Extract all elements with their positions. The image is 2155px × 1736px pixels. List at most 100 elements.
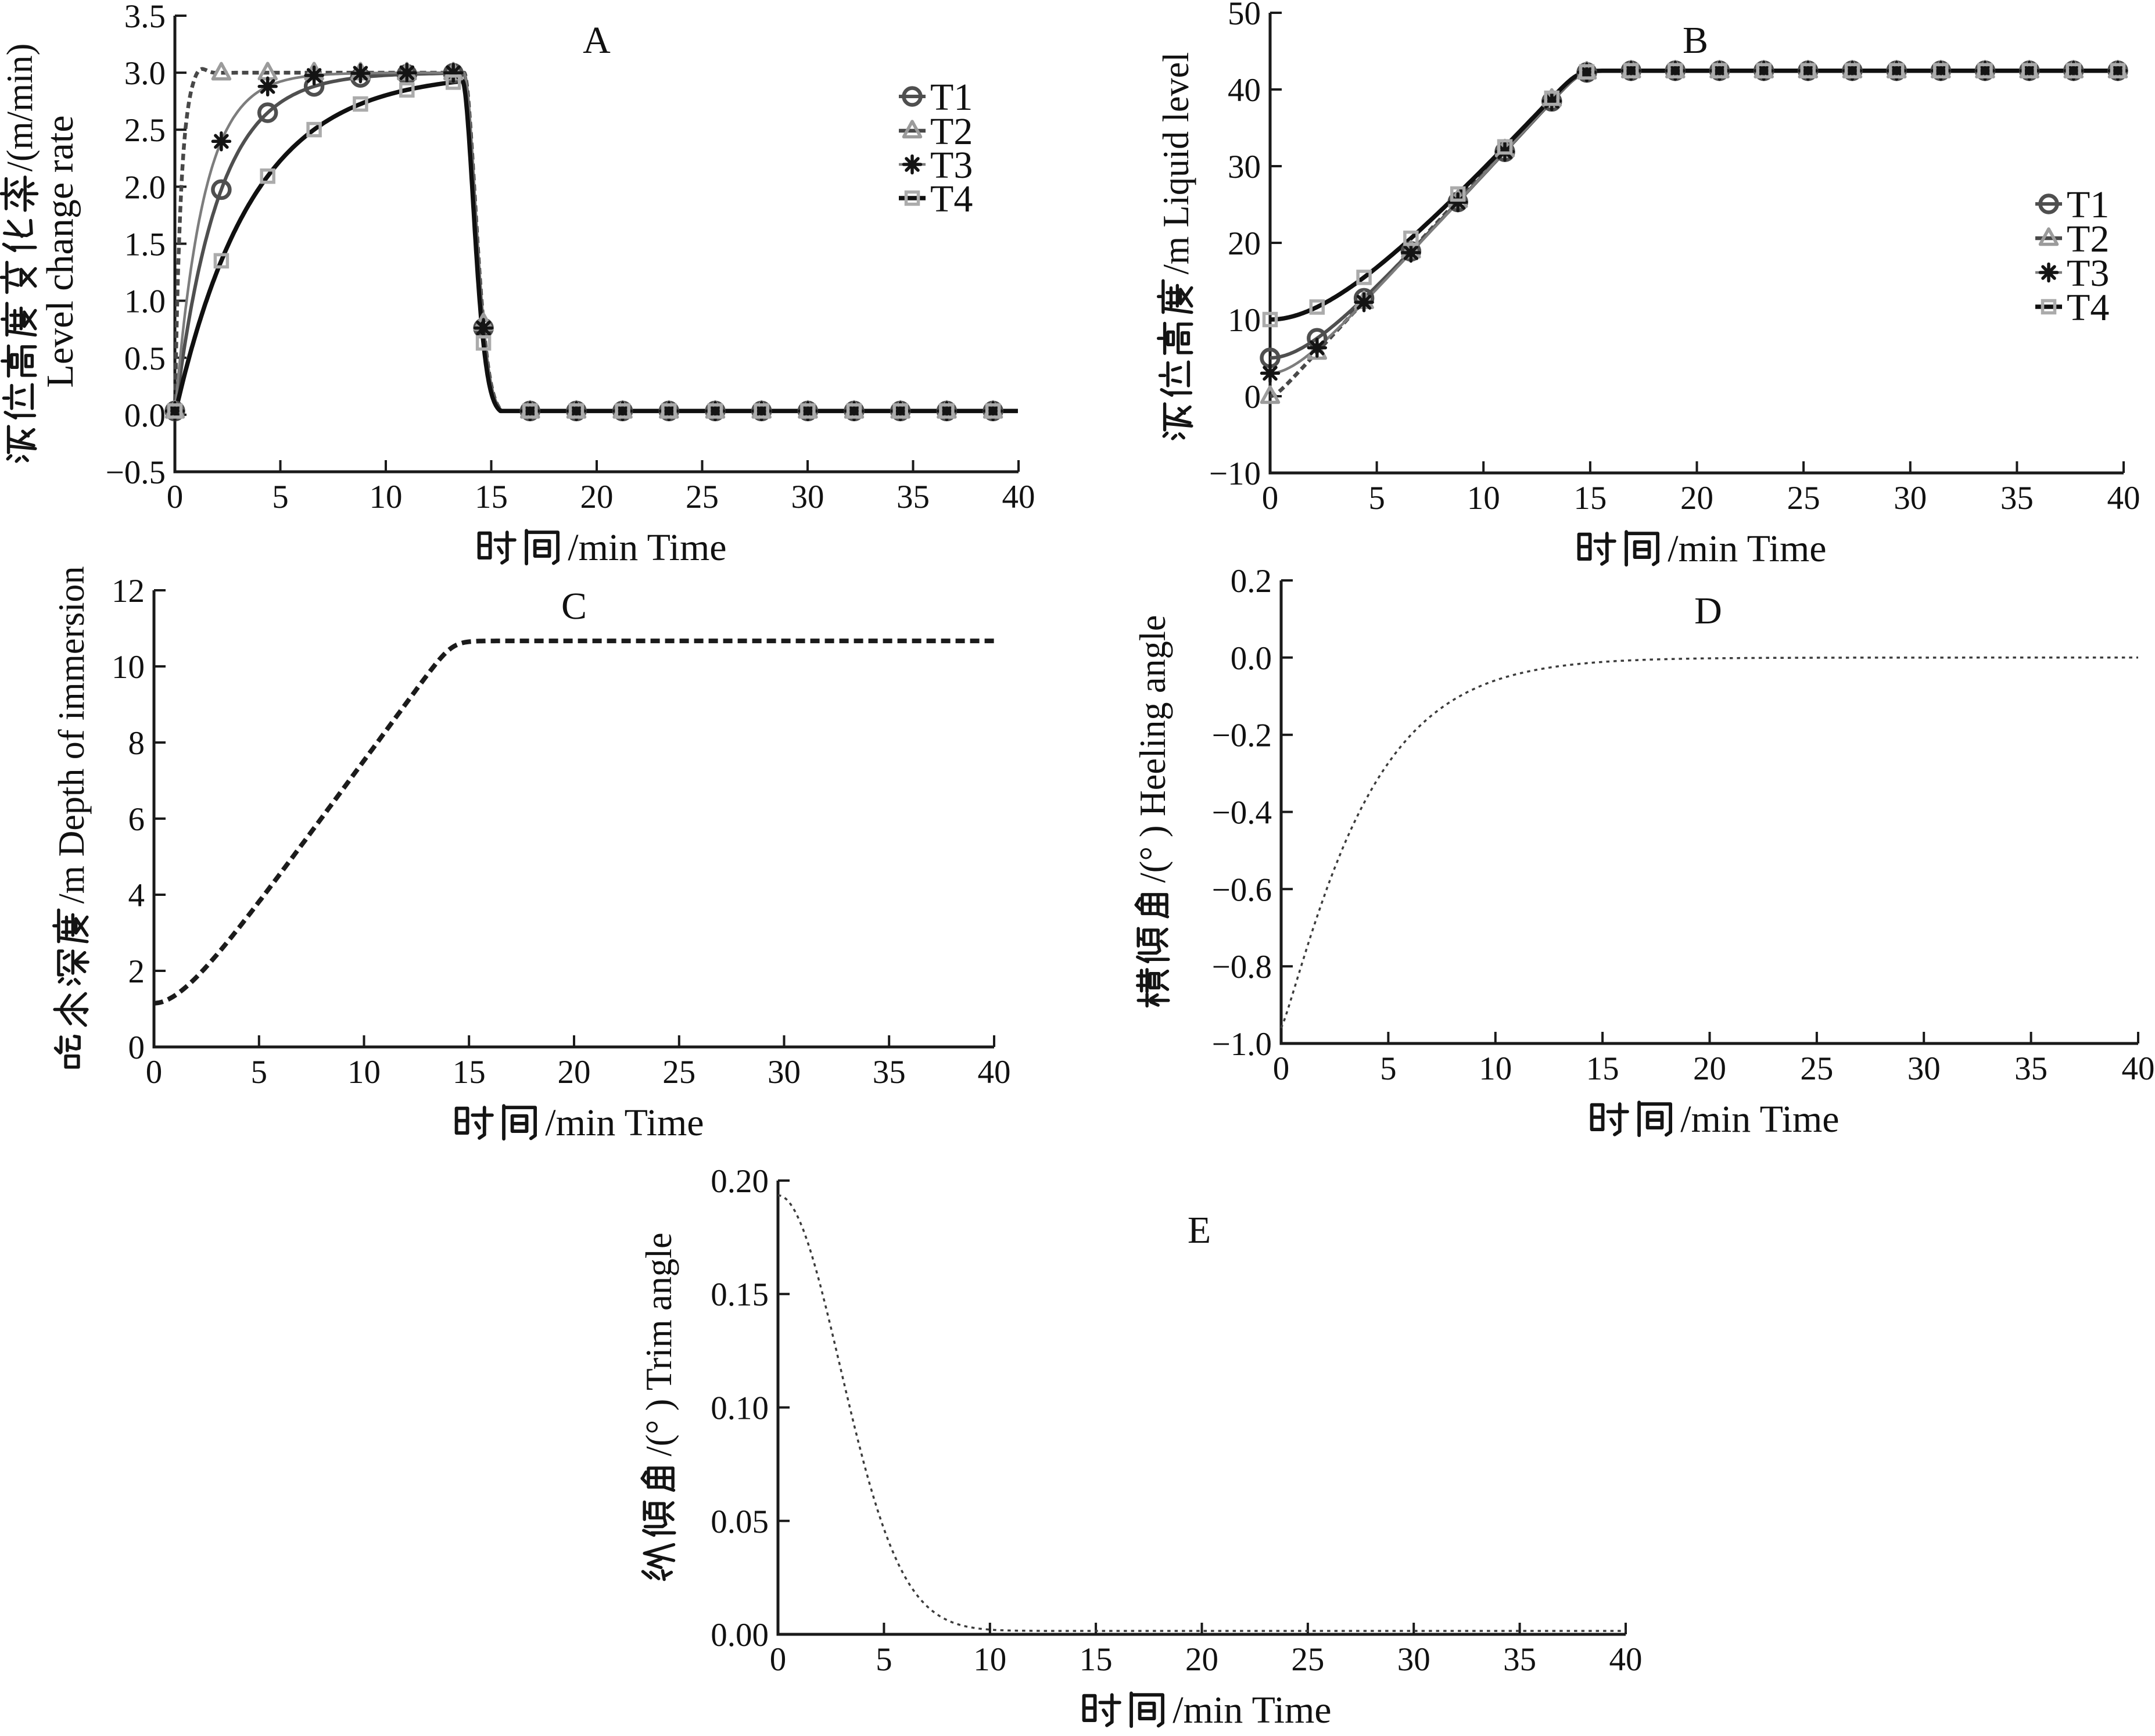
svg-text:/min Time: /min Time [1680,1098,1839,1140]
svg-text:T1: T1 [2067,184,2109,226]
svg-text:T4: T4 [930,178,973,220]
svg-text:40: 40 [1002,479,1035,515]
svg-text:15: 15 [1586,1050,1619,1087]
svg-text:10: 10 [1228,302,1261,339]
svg-text:10: 10 [112,649,145,686]
svg-text:10: 10 [370,479,403,515]
svg-text:2.5: 2.5 [124,112,166,149]
svg-text:30: 30 [1894,480,1927,517]
svg-text:E: E [1188,1209,1211,1251]
svg-text:C: C [561,585,587,627]
svg-text:0.20: 0.20 [711,1163,769,1200]
svg-text:0.5: 0.5 [124,340,166,377]
svg-text:10: 10 [973,1641,1006,1678]
svg-text:25: 25 [686,479,719,515]
svg-text:35: 35 [1503,1641,1536,1678]
svg-text:−10: −10 [1209,455,1261,492]
svg-text:0.05: 0.05 [711,1504,769,1540]
svg-text:5: 5 [876,1641,892,1678]
svg-text:20: 20 [1693,1050,1726,1087]
svg-text:30: 30 [1397,1641,1430,1678]
svg-text:40: 40 [1228,72,1261,109]
svg-text:6: 6 [128,801,145,838]
svg-text:−1.0: −1.0 [1212,1026,1272,1063]
svg-text:T1: T1 [930,76,973,119]
svg-text:1.5: 1.5 [124,227,166,263]
svg-text:3.5: 3.5 [124,0,166,35]
svg-text:T3: T3 [930,144,973,186]
svg-text:/min Time: /min Time [545,1102,704,1144]
svg-text:0: 0 [128,1030,145,1066]
svg-text:0: 0 [167,479,184,515]
svg-text:10: 10 [1467,480,1500,517]
svg-text:−0.5: −0.5 [106,454,166,491]
svg-text:50: 50 [1228,0,1261,32]
svg-text:35: 35 [897,479,930,515]
svg-text:T4: T4 [2067,286,2109,329]
svg-text:/(° ) Heeling angle: /(° ) Heeling angle [1132,615,1173,883]
svg-text:/m Liquid level: /m Liquid level [1155,52,1196,275]
svg-text:2.0: 2.0 [124,169,166,206]
svg-text:/min Time: /min Time [1668,528,1826,570]
svg-text:40: 40 [1609,1641,1643,1678]
svg-text:/(m/min): /(m/min) [0,44,40,172]
svg-text:B: B [1683,19,1708,62]
svg-text:−0.4: −0.4 [1212,795,1272,831]
svg-text:20: 20 [1185,1641,1218,1678]
svg-text:25: 25 [1800,1050,1833,1087]
svg-text:0.10: 0.10 [711,1390,769,1427]
svg-text:40: 40 [2107,480,2140,517]
svg-text:T2: T2 [930,110,973,153]
svg-text:15: 15 [453,1054,486,1091]
svg-text:4: 4 [128,877,145,914]
svg-text:1.0: 1.0 [124,284,166,320]
svg-text:8: 8 [128,725,145,762]
svg-text:10: 10 [1479,1050,1512,1087]
svg-text:/min Time: /min Time [568,526,726,569]
svg-text:0: 0 [1262,480,1279,517]
svg-text:D: D [1694,590,1722,632]
svg-text:40: 40 [2122,1050,2155,1087]
svg-text:30: 30 [768,1054,801,1091]
svg-text:15: 15 [1080,1641,1113,1678]
svg-text:5: 5 [272,479,289,515]
svg-text:T2: T2 [2067,218,2109,260]
svg-text:−0.8: −0.8 [1212,949,1272,985]
svg-text:15: 15 [1573,480,1607,517]
svg-text:A: A [583,19,611,62]
svg-text:0: 0 [770,1641,787,1678]
svg-text:0.15: 0.15 [711,1276,769,1313]
svg-text:25: 25 [1787,480,1820,517]
svg-text:0.0: 0.0 [124,397,166,434]
svg-text:30: 30 [1907,1050,1941,1087]
svg-text:5: 5 [1368,480,1385,517]
svg-text:/(° ) Trim angle: /(° ) Trim angle [638,1232,679,1456]
svg-text:2: 2 [128,953,145,990]
svg-text:35: 35 [2014,1050,2048,1087]
svg-text:5: 5 [1380,1050,1397,1087]
svg-text:/m Depth of immersion: /m Depth of immersion [51,566,92,903]
svg-text:35: 35 [2000,480,2034,517]
svg-text:3.0: 3.0 [124,55,166,92]
svg-text:20: 20 [580,479,614,515]
svg-text:25: 25 [662,1054,695,1091]
svg-text:Level change rate: Level change rate [39,115,81,388]
svg-text:−0.2: −0.2 [1212,718,1272,754]
svg-text:15: 15 [475,479,508,515]
svg-text:T3: T3 [2067,252,2109,295]
svg-text:0: 0 [1245,379,1261,415]
svg-text:0.0: 0.0 [1231,640,1272,677]
svg-text:35: 35 [873,1054,906,1091]
svg-text:40: 40 [978,1054,1011,1091]
svg-text:20: 20 [1228,225,1261,262]
svg-text:0: 0 [146,1054,163,1091]
svg-text:0.00: 0.00 [711,1617,769,1653]
svg-text:20: 20 [1680,480,1713,517]
svg-text:5: 5 [251,1054,268,1091]
svg-text:12: 12 [112,573,145,609]
svg-text:10: 10 [347,1054,381,1091]
svg-text:30: 30 [1228,149,1261,185]
svg-text:/min Time: /min Time [1172,1689,1331,1731]
svg-text:0.2: 0.2 [1231,563,1272,600]
svg-text:30: 30 [791,479,824,515]
